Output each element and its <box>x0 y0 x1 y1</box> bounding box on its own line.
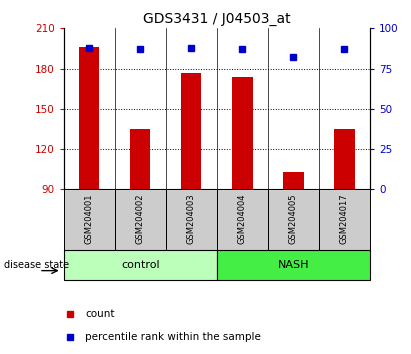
Bar <box>79 47 99 189</box>
Bar <box>115 189 166 250</box>
Text: NASH: NASH <box>277 259 309 270</box>
Text: GSM204004: GSM204004 <box>238 193 247 244</box>
Bar <box>130 129 150 189</box>
Text: GSM204001: GSM204001 <box>85 193 94 244</box>
Text: percentile rank within the sample: percentile rank within the sample <box>85 332 261 342</box>
Bar <box>64 250 217 280</box>
Text: control: control <box>121 259 159 270</box>
Title: GDS3431 / J04503_at: GDS3431 / J04503_at <box>143 12 291 26</box>
Text: GSM204005: GSM204005 <box>289 193 298 244</box>
Bar <box>217 189 268 250</box>
Bar <box>64 189 115 250</box>
Bar <box>217 250 370 280</box>
Text: GSM204017: GSM204017 <box>340 193 349 244</box>
Bar <box>334 129 355 189</box>
Bar <box>319 189 370 250</box>
Bar <box>268 189 319 250</box>
Bar <box>232 77 252 189</box>
Bar <box>283 172 304 189</box>
Text: disease state: disease state <box>4 259 69 270</box>
Text: GSM204002: GSM204002 <box>136 193 145 244</box>
Text: count: count <box>85 309 115 319</box>
Bar <box>166 189 217 250</box>
Bar <box>181 73 201 189</box>
Text: GSM204003: GSM204003 <box>187 193 196 244</box>
